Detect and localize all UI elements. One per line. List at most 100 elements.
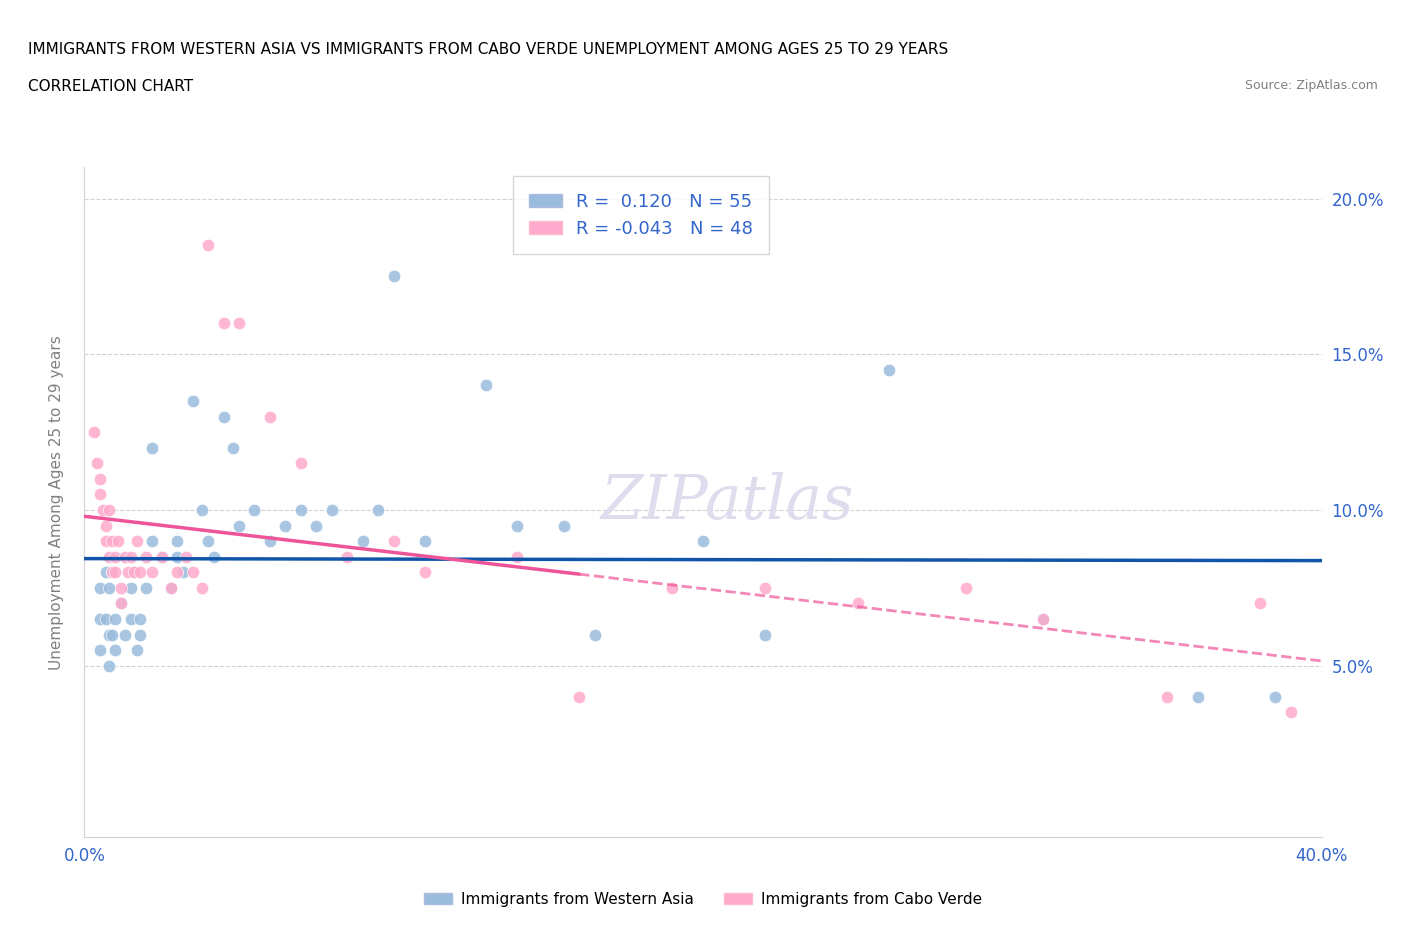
Point xyxy=(176,550,198,565)
Point xyxy=(104,565,127,579)
Point xyxy=(197,534,219,549)
Point xyxy=(754,627,776,642)
Point xyxy=(1156,689,1178,704)
Point xyxy=(89,612,111,627)
Point xyxy=(125,534,148,549)
Point xyxy=(197,238,219,253)
Point xyxy=(336,550,359,565)
Point xyxy=(101,534,124,549)
Point xyxy=(506,518,529,533)
Point xyxy=(274,518,297,533)
Point xyxy=(160,580,183,595)
Point xyxy=(129,612,152,627)
Point xyxy=(107,534,129,549)
Text: Source: ZipAtlas.com: Source: ZipAtlas.com xyxy=(1244,79,1378,92)
Point xyxy=(150,550,173,565)
Point xyxy=(321,502,343,517)
Point xyxy=(141,534,163,549)
Point xyxy=(110,580,132,595)
Point xyxy=(305,518,328,533)
Point xyxy=(290,456,312,471)
Point xyxy=(506,550,529,565)
Point xyxy=(382,269,405,284)
Point xyxy=(135,580,157,595)
Point xyxy=(259,409,281,424)
Point xyxy=(125,643,148,658)
Point xyxy=(89,487,111,502)
Point xyxy=(172,565,194,579)
Point xyxy=(1032,612,1054,627)
Point xyxy=(243,502,266,517)
Point xyxy=(104,612,127,627)
Point xyxy=(212,315,235,330)
Point xyxy=(122,565,145,579)
Point xyxy=(846,596,869,611)
Point xyxy=(352,534,374,549)
Point xyxy=(129,565,152,579)
Point xyxy=(568,689,591,704)
Point xyxy=(150,550,173,565)
Point xyxy=(413,534,436,549)
Point xyxy=(1249,596,1271,611)
Point xyxy=(98,627,121,642)
Point xyxy=(94,565,117,579)
Point xyxy=(89,472,111,486)
Point xyxy=(94,518,117,533)
Point xyxy=(101,627,124,642)
Point xyxy=(94,534,117,549)
Y-axis label: Unemployment Among Ages 25 to 29 years: Unemployment Among Ages 25 to 29 years xyxy=(49,335,63,670)
Point xyxy=(228,518,250,533)
Point xyxy=(110,596,132,611)
Point xyxy=(86,456,108,471)
Point xyxy=(181,565,204,579)
Point xyxy=(228,315,250,330)
Point xyxy=(166,565,188,579)
Point xyxy=(117,565,139,579)
Point xyxy=(202,550,225,565)
Point xyxy=(191,580,214,595)
Point xyxy=(98,658,121,673)
Point xyxy=(114,627,136,642)
Point xyxy=(290,502,312,517)
Point xyxy=(259,534,281,549)
Point xyxy=(661,580,683,595)
Point xyxy=(754,580,776,595)
Point xyxy=(101,565,124,579)
Point xyxy=(110,596,132,611)
Point xyxy=(212,409,235,424)
Point xyxy=(367,502,389,517)
Point xyxy=(1032,612,1054,627)
Point xyxy=(583,627,606,642)
Legend: R =  0.120   N = 55, R = -0.043   N = 48: R = 0.120 N = 55, R = -0.043 N = 48 xyxy=(513,177,769,254)
Point xyxy=(98,550,121,565)
Point xyxy=(1264,689,1286,704)
Point xyxy=(129,627,152,642)
Point xyxy=(89,580,111,595)
Point xyxy=(104,643,127,658)
Point xyxy=(114,550,136,565)
Point xyxy=(166,534,188,549)
Text: ZIPatlas: ZIPatlas xyxy=(600,472,855,532)
Point xyxy=(382,534,405,549)
Point xyxy=(83,425,105,440)
Point xyxy=(98,580,121,595)
Point xyxy=(91,502,114,517)
Point xyxy=(104,550,127,565)
Point xyxy=(120,612,142,627)
Point xyxy=(160,580,183,595)
Point xyxy=(181,393,204,408)
Point xyxy=(89,643,111,658)
Point xyxy=(101,565,124,579)
Point xyxy=(166,550,188,565)
Text: IMMIGRANTS FROM WESTERN ASIA VS IMMIGRANTS FROM CABO VERDE UNEMPLOYMENT AMONG AG: IMMIGRANTS FROM WESTERN ASIA VS IMMIGRAN… xyxy=(28,42,949,57)
Point xyxy=(98,502,121,517)
Point xyxy=(553,518,575,533)
Point xyxy=(141,440,163,455)
Point xyxy=(1187,689,1209,704)
Point xyxy=(120,580,142,595)
Point xyxy=(120,550,142,565)
Point xyxy=(141,565,163,579)
Point xyxy=(1279,705,1302,720)
Point xyxy=(955,580,977,595)
Point xyxy=(692,534,714,549)
